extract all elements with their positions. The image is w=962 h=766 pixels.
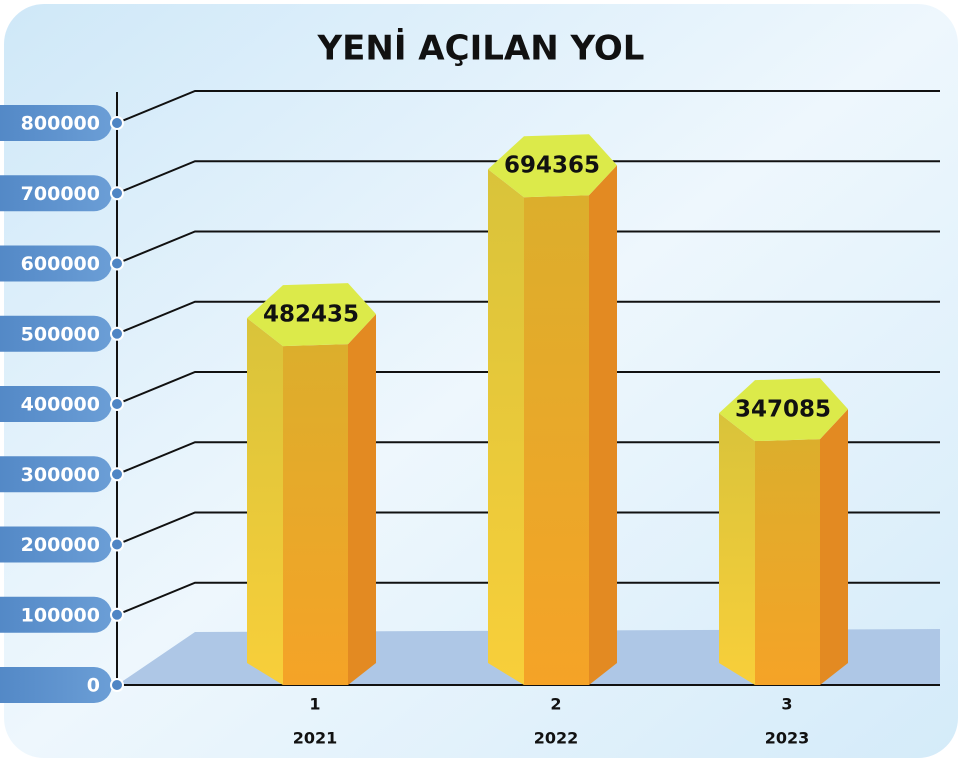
bar-right-face [589,165,617,685]
x-tick-label: 2022 [534,729,579,748]
x-tick-label: 2021 [293,729,338,748]
grid-line [116,441,940,476]
chart-title: YENİ AÇILAN YOL [317,28,645,69]
bar-front-face [755,439,820,685]
grid-line [116,230,940,265]
y-tick-label: 800000 [21,113,100,135]
grid-line [116,511,940,546]
y-tick-pill [0,175,112,212]
y-tick-label: 200000 [21,534,100,556]
bar-left-face [488,169,524,685]
x-tick-label: 2023 [765,729,810,748]
y-tick-pill [0,456,112,493]
bar-left-face [719,413,755,685]
y-tick-label: 600000 [21,253,100,275]
data-label: 347085 [735,397,831,423]
y-tick-label: 700000 [21,183,100,205]
y-tick-pill [0,386,112,422]
bar-top [247,283,376,347]
y-tick-dot [110,256,124,271]
y-tick-pill [0,315,112,352]
y-tick-label: 0 [87,675,100,697]
x-tick-number: 2 [550,695,561,714]
grid-line [116,581,940,616]
y-tick-dot [110,678,124,692]
bar-right-face [348,314,376,685]
bar [719,378,848,685]
bar-left-face [247,318,283,685]
bar-top [719,378,848,442]
y-tick-label: 300000 [21,464,100,486]
bar-right-face [820,409,848,685]
y-tick-dot [110,537,124,552]
bar-top [488,134,617,198]
y-tick-pill [0,667,112,703]
grid-line [116,90,940,124]
y-tick-label: 400000 [21,394,100,416]
y-tick-pill [0,105,112,141]
grid-line [116,300,940,335]
y-tick-dot [110,467,124,482]
y-tick-label: 100000 [21,604,100,626]
y-tick-dot [110,397,124,411]
y-tick-dot [110,186,124,201]
y-tick-dot [110,607,124,622]
bar [488,134,617,685]
y-tick-dot [110,326,124,341]
bar-front-face [283,344,348,685]
y-tick-dot [110,116,124,130]
bar [247,283,376,685]
grid-line [116,160,940,195]
y-tick-pill [0,526,112,563]
data-label: 694365 [504,153,600,179]
y-tick-label: 500000 [21,323,100,345]
data-label: 482435 [263,302,359,328]
y-tick-pill [0,245,112,282]
y-tick-pill [0,596,112,633]
x-tick-number: 1 [309,695,320,714]
x-tick-number: 3 [781,695,792,714]
bar-front-face [524,195,589,685]
grid-line [116,371,940,405]
